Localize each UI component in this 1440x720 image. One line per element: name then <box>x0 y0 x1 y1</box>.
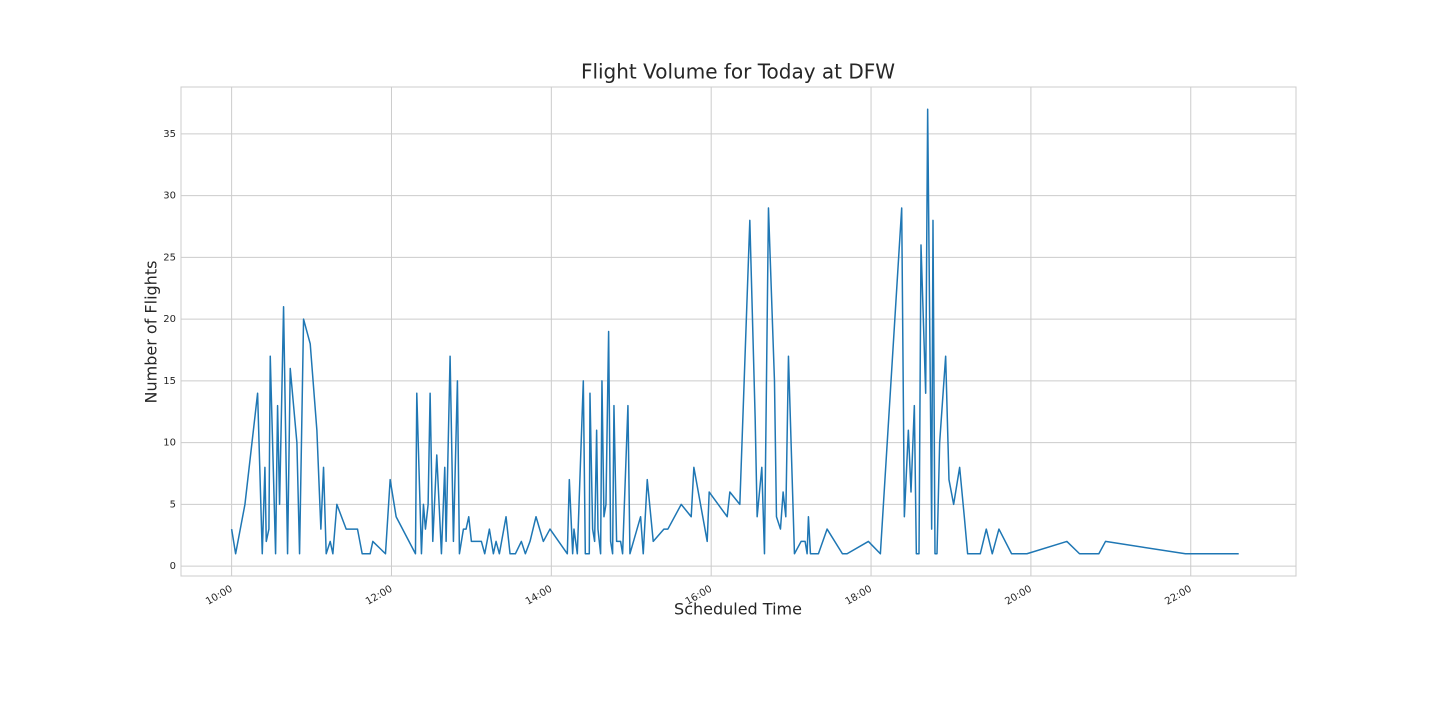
line-series <box>230 108 1239 555</box>
y-tick-label: 0 <box>170 561 176 572</box>
x-tick-label: 10:00 <box>204 584 234 608</box>
y-tick-label: 20 <box>163 314 176 325</box>
x-axis-label: Scheduled Time <box>674 600 802 619</box>
plot-frame <box>180 86 1297 577</box>
y-tick-label: 10 <box>163 438 176 449</box>
chart-title: Flight Volume for Today at DFW <box>581 60 895 84</box>
y-axis-label: Number of Flights <box>142 261 161 404</box>
x-tick-label: 20:00 <box>1003 584 1033 608</box>
y-tick-label: 5 <box>170 499 176 510</box>
y-tick-label: 15 <box>163 376 176 387</box>
y-tick-label: 25 <box>163 252 176 263</box>
x-tick-label: 22:00 <box>1163 584 1193 608</box>
x-tick-label: 14:00 <box>524 584 554 608</box>
x-tick-label: 12:00 <box>364 584 394 608</box>
x-tick-label: 18:00 <box>844 584 874 608</box>
y-tick-label: 35 <box>163 129 176 140</box>
y-tick-label: 30 <box>163 191 176 202</box>
